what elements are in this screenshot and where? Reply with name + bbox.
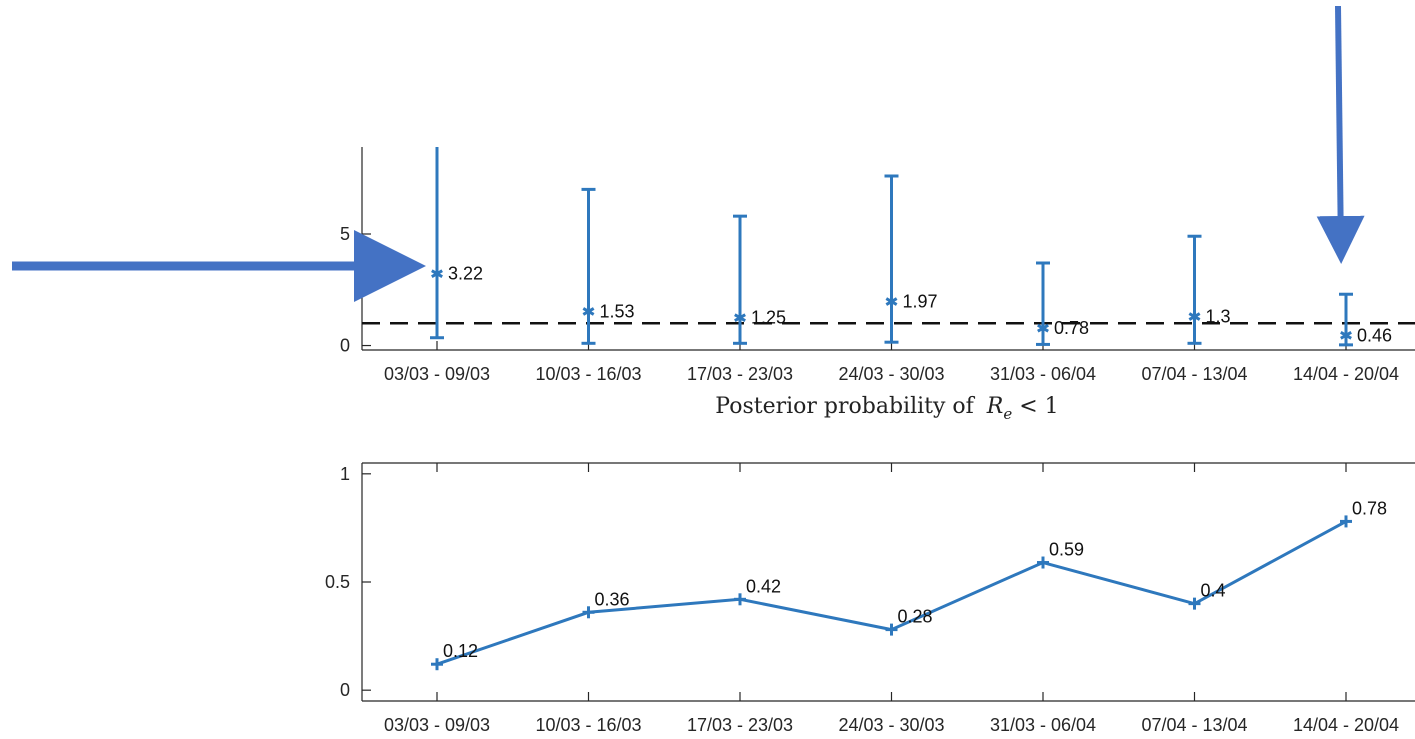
data-point-marker bbox=[431, 658, 443, 671]
y-tick-label: 5 bbox=[340, 224, 350, 244]
re-errorbar-chart: 0 5 03/03 - 09/03 10/03 - 16/03 17/03 - 23/0… bbox=[340, 147, 1415, 384]
x-tick-label: 24/03 - 30/03 bbox=[838, 715, 944, 735]
x-tick-label: 07/04 - 13/04 bbox=[1141, 715, 1247, 735]
data-label: 0.42 bbox=[746, 576, 781, 596]
data-point-marker bbox=[1340, 329, 1352, 342]
bottom-title-math-tail: < 1 bbox=[1012, 394, 1058, 419]
x-tick-label: 24/03 - 30/03 bbox=[838, 364, 944, 384]
data-point-marker bbox=[1188, 597, 1201, 610]
y-tick-label: 1 bbox=[340, 464, 350, 484]
data-label: 0.78 bbox=[1054, 318, 1089, 338]
x-tick-label: 31/03 - 06/04 bbox=[990, 715, 1096, 735]
bottom-title-math: R bbox=[986, 394, 1004, 419]
x-tick-label: 10/03 - 16/03 bbox=[535, 715, 641, 735]
y-tick-label: 0 bbox=[340, 336, 350, 356]
y-tick-label: 0.5 bbox=[325, 572, 350, 592]
x-tick-label: 07/04 - 13/04 bbox=[1141, 364, 1247, 384]
data-point-marker bbox=[885, 295, 898, 308]
x-tick-label: 17/03 - 23/03 bbox=[687, 364, 793, 384]
top-axes: 0 5 03/03 - 09/03 10/03 - 16/03 17/03 - 23/0… bbox=[340, 147, 1415, 384]
data-label: 0.12 bbox=[443, 641, 478, 661]
x-tick-label: 17/03 - 23/03 bbox=[687, 715, 793, 735]
data-label: 0.78 bbox=[1352, 498, 1387, 518]
data-label: 1.25 bbox=[751, 308, 786, 328]
bottom-chart-title: Posterior probability of Re < 1 bbox=[715, 394, 1058, 423]
top-marks: 3.22 1.53 1.25 1.97 0.78 1.3 0.46 bbox=[430, 147, 1392, 347]
data-point-marker bbox=[885, 623, 898, 636]
data-label: 0.36 bbox=[595, 589, 630, 609]
x-tick-label: 10/03 - 16/03 bbox=[535, 364, 641, 384]
data-point-marker bbox=[1340, 515, 1352, 528]
x-tick-label: 31/03 - 06/04 bbox=[990, 364, 1096, 384]
x-tick-label: 03/03 - 09/03 bbox=[384, 364, 490, 384]
data-label: 1.53 bbox=[600, 301, 635, 321]
data-point-marker bbox=[582, 305, 595, 318]
data-point-marker bbox=[1037, 556, 1049, 569]
data-point-marker bbox=[431, 267, 443, 280]
data-label: 1.97 bbox=[903, 292, 938, 312]
data-point-marker bbox=[734, 311, 746, 324]
data-point-marker bbox=[1188, 310, 1201, 323]
data-point-marker bbox=[582, 606, 595, 619]
bottom-title-text: Posterior probability of bbox=[715, 394, 975, 419]
data-label: 0.46 bbox=[1357, 325, 1392, 345]
data-label: 1.3 bbox=[1206, 307, 1231, 327]
x-tick-label: 03/03 - 09/03 bbox=[384, 715, 490, 735]
bottom-marks: 0.12 0.36 0.42 0.28 0.59 0.4 0.78 bbox=[431, 498, 1387, 671]
data-label: 0.4 bbox=[1201, 581, 1226, 601]
x-tick-label: 14/04 - 20/04 bbox=[1293, 715, 1399, 735]
data-point-marker bbox=[1037, 322, 1049, 335]
x-tick-label: 14/04 - 20/04 bbox=[1293, 364, 1399, 384]
data-point-marker bbox=[734, 593, 746, 606]
probability-line-chart: Posterior probability of Re < 1 0 0.5 1 03/… bbox=[325, 394, 1415, 735]
data-label: 3.22 bbox=[448, 264, 483, 284]
y-tick-label: 0 bbox=[340, 680, 350, 700]
bottom-title-math-sub: e bbox=[1003, 405, 1012, 423]
bottom-axes: 0 0.5 1 03/03 - 09/03 10/03 - 16/03 17/03 - 2… bbox=[325, 462, 1415, 735]
data-label: 0.59 bbox=[1049, 540, 1084, 560]
data-label: 0.28 bbox=[898, 607, 933, 627]
annotation-arrow-down bbox=[1316, 5, 1365, 264]
